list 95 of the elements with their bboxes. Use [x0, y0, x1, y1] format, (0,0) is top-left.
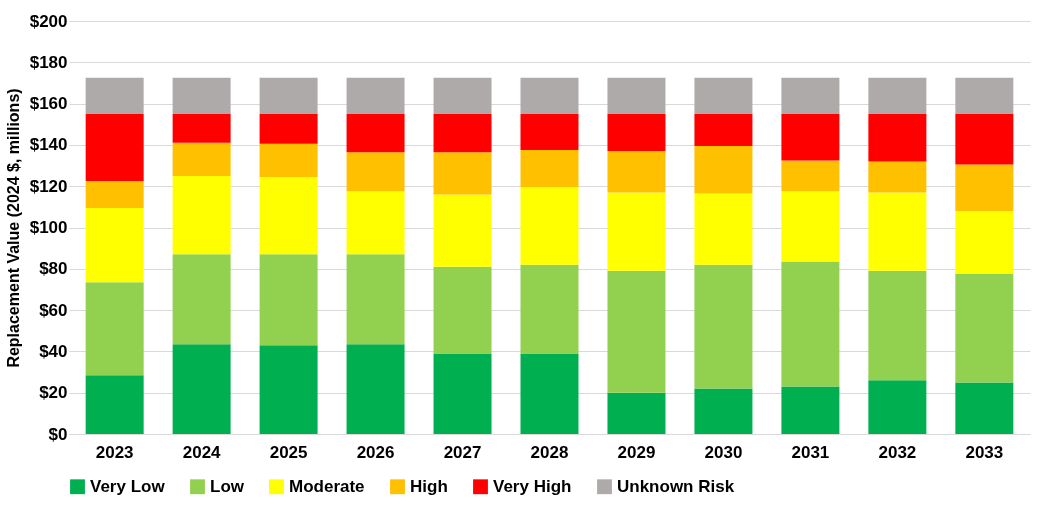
bar	[694, 145, 753, 194]
bar	[85, 282, 144, 376]
y-tick-label: $120	[29, 176, 68, 196]
bar	[433, 194, 492, 267]
bar	[346, 113, 405, 153]
x-tick-label: 2027	[443, 442, 482, 462]
x-tick-label: 2032	[878, 442, 917, 462]
bar	[520, 150, 579, 188]
bar	[520, 77, 579, 114]
bar	[346, 77, 405, 114]
legend-label: Moderate	[289, 476, 365, 496]
bar	[172, 77, 231, 114]
x-tick-label: 2025	[269, 442, 308, 462]
legend-label: Unknown Risk	[617, 476, 735, 496]
bar	[85, 181, 144, 208]
bar	[868, 270, 927, 381]
bar	[520, 353, 579, 434]
bar	[781, 191, 840, 262]
bar	[694, 388, 753, 434]
y-tick-label: $0	[48, 424, 68, 444]
bar	[607, 192, 666, 271]
bar	[868, 380, 927, 434]
bar	[433, 266, 492, 354]
y-tick-label: $20	[39, 383, 68, 403]
bar	[781, 386, 840, 434]
x-tick-label: 2026	[356, 442, 395, 462]
bar	[520, 113, 579, 151]
bar	[85, 113, 144, 182]
bar	[259, 254, 318, 346]
y-tick-label: $60	[39, 300, 68, 320]
bar	[607, 77, 666, 114]
y-axis-title: Replacement Value (2024 $, millions)	[4, 88, 22, 368]
x-tick-label: 2030	[704, 442, 743, 462]
y-tick-label: $160	[29, 94, 68, 114]
bar	[433, 152, 492, 195]
bar	[172, 142, 231, 176]
bar	[346, 191, 405, 255]
bar	[172, 254, 231, 345]
y-tick-label: $80	[39, 259, 68, 279]
bar	[172, 113, 231, 143]
legend-label: Low	[210, 476, 245, 496]
bar	[346, 254, 405, 345]
bar	[955, 210, 1014, 274]
bar	[781, 160, 840, 192]
bar	[607, 113, 666, 152]
bar	[433, 113, 492, 153]
bar	[955, 382, 1014, 434]
bar	[868, 161, 927, 193]
bar	[694, 77, 753, 114]
bar	[955, 77, 1014, 114]
bar	[259, 77, 318, 114]
legend-label: Very High	[493, 476, 572, 496]
bar	[694, 193, 753, 265]
x-tick-label: 2028	[530, 442, 569, 462]
bar	[955, 273, 1014, 383]
bar	[607, 392, 666, 434]
y-tick-label: $200	[29, 11, 68, 31]
bar	[607, 151, 666, 193]
bar	[868, 77, 927, 114]
x-tick-label: 2031	[791, 442, 830, 462]
bar	[346, 152, 405, 192]
bar	[607, 270, 666, 393]
bar	[868, 192, 927, 271]
y-tick-label: $140	[29, 135, 68, 155]
bar	[694, 113, 753, 146]
y-tick-label: $180	[29, 52, 68, 72]
bar	[85, 207, 144, 283]
bar	[781, 113, 840, 161]
bar	[259, 143, 318, 177]
x-tick-label: 2023	[95, 442, 134, 462]
bar	[85, 77, 144, 114]
bar	[85, 375, 144, 434]
bar	[781, 77, 840, 114]
bar	[520, 264, 579, 354]
y-tick-label: $40	[39, 341, 68, 361]
bar	[955, 113, 1014, 165]
bar	[259, 176, 318, 255]
bar	[955, 164, 1014, 211]
bar	[346, 344, 405, 434]
legend-label: High	[410, 476, 448, 496]
bar	[172, 175, 231, 255]
x-tick-label: 2024	[182, 442, 222, 462]
legend-label: Very Low	[90, 476, 166, 496]
bar	[259, 345, 318, 434]
x-tick-label: 2033	[965, 442, 1004, 462]
bar	[868, 113, 927, 162]
bar	[781, 261, 840, 387]
bar	[172, 344, 231, 434]
y-tick-label: $100	[29, 218, 68, 237]
bar	[433, 353, 492, 434]
bar	[520, 187, 579, 265]
bar	[433, 77, 492, 114]
x-tick-label: 2029	[617, 442, 656, 462]
bar	[259, 113, 318, 144]
bar	[694, 264, 753, 389]
